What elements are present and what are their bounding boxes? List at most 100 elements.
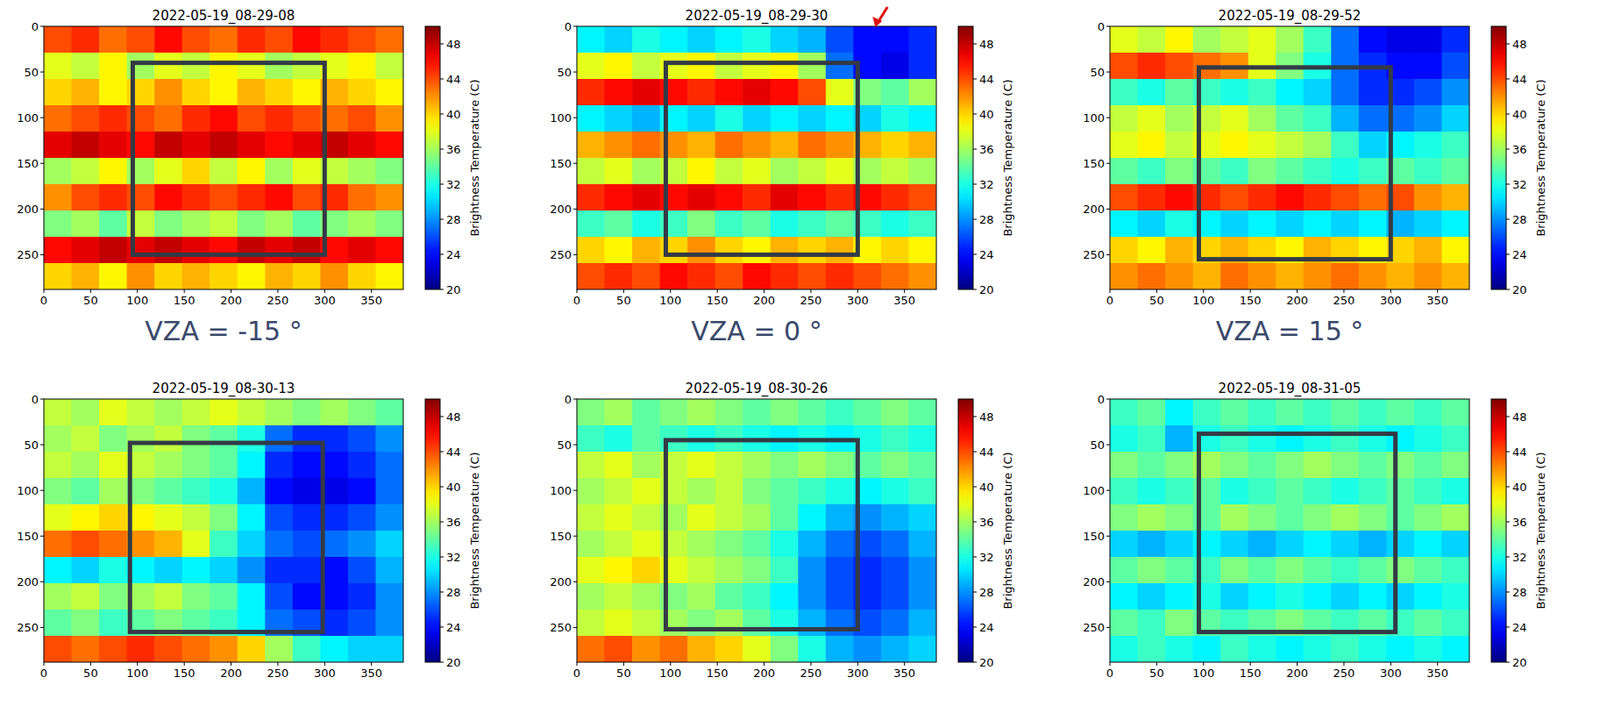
cell [881, 105, 910, 133]
cell [715, 210, 744, 238]
cell [209, 157, 238, 185]
colorbar-tick-label: 48 [1512, 410, 1528, 424]
cell [1165, 398, 1194, 427]
cell [71, 451, 100, 479]
cell [881, 451, 910, 479]
cell [348, 263, 377, 290]
cell [687, 131, 716, 159]
colorbar-tick [973, 43, 977, 45]
cell [632, 398, 661, 427]
y-tick [573, 26, 577, 28]
cell [237, 131, 266, 159]
y-tick [40, 208, 44, 210]
cell [1165, 157, 1194, 185]
cell [604, 504, 633, 532]
roi-box [665, 63, 858, 256]
cell [375, 184, 404, 212]
cell [182, 210, 211, 238]
frame [576, 398, 937, 662]
y-tick-label: 0 [31, 20, 39, 34]
cell [99, 131, 128, 159]
cell [1165, 609, 1194, 637]
colorbar-tick [1506, 43, 1510, 45]
cell [375, 26, 404, 54]
y-tick [40, 26, 44, 28]
cell [71, 26, 100, 54]
cell [1220, 78, 1249, 107]
colorbar-tick [973, 184, 977, 185]
cell [182, 477, 211, 505]
y-tick [40, 490, 44, 491]
colorbar-tick-label: 20 [1512, 283, 1528, 297]
y-tick-label: 100 [549, 111, 572, 125]
cell [1109, 398, 1138, 427]
x-tick-label: 0 [1106, 666, 1114, 680]
x-tick-label: 300 [1379, 666, 1402, 680]
cell [264, 477, 293, 505]
x-tick [370, 289, 372, 293]
cell [576, 609, 605, 637]
cell [375, 451, 404, 479]
colorbar-tick-label: 24 [1512, 248, 1528, 262]
cell [154, 451, 183, 479]
x-tick-label: 100 [659, 293, 682, 307]
cell [154, 157, 183, 185]
cell [1414, 635, 1443, 662]
cell [1248, 504, 1277, 532]
x-tick-label: 250 [267, 666, 290, 680]
cell [632, 131, 661, 159]
cell [1303, 157, 1332, 185]
x-tick [623, 661, 625, 666]
cell [43, 157, 72, 185]
y-tick-label: 50 [556, 438, 572, 452]
cell [1109, 78, 1138, 107]
cell [1109, 52, 1138, 80]
y-tick [573, 581, 577, 583]
cell [1303, 184, 1332, 212]
cell [632, 530, 661, 558]
cell [1137, 78, 1167, 107]
x-tick-label: 250 [1333, 293, 1356, 307]
cell [687, 105, 716, 133]
cell [1220, 477, 1249, 505]
cell [687, 477, 716, 505]
cell [908, 398, 937, 427]
colorbar-tick-label: 36 [979, 142, 995, 157]
cell [264, 210, 293, 238]
cell [264, 530, 293, 558]
cell [825, 52, 854, 80]
x-tick-label: 100 [126, 293, 149, 307]
cell [182, 263, 211, 290]
cell [1137, 184, 1167, 212]
cell [375, 504, 404, 532]
cell [1414, 477, 1443, 505]
cell [632, 609, 661, 637]
cell [1137, 398, 1167, 427]
y-tick-label: 150 [1082, 529, 1105, 543]
cell [1275, 451, 1304, 479]
cell [1220, 425, 1249, 453]
colorbar-tick-label: 44 [979, 445, 995, 459]
cell [1386, 477, 1415, 505]
cell [825, 398, 854, 427]
cell [1441, 52, 1470, 80]
cell [770, 609, 799, 637]
cell [348, 131, 377, 159]
cell [182, 78, 211, 107]
y-tick [573, 444, 577, 446]
y-tick [1106, 535, 1110, 537]
cell [99, 398, 128, 427]
cell [604, 451, 633, 479]
cell [292, 635, 321, 662]
x-tick [1109, 289, 1111, 293]
cell [660, 26, 689, 54]
cell [375, 635, 404, 662]
colorbar-tick-label: 28 [979, 213, 995, 227]
colorbar-tick-label: 48 [446, 37, 462, 51]
cell [154, 105, 183, 133]
cell [1248, 157, 1277, 185]
cell [348, 530, 377, 558]
cell [576, 583, 605, 611]
colorbar-tick-label: 48 [1512, 37, 1528, 51]
colorbar-tick [1506, 184, 1510, 185]
